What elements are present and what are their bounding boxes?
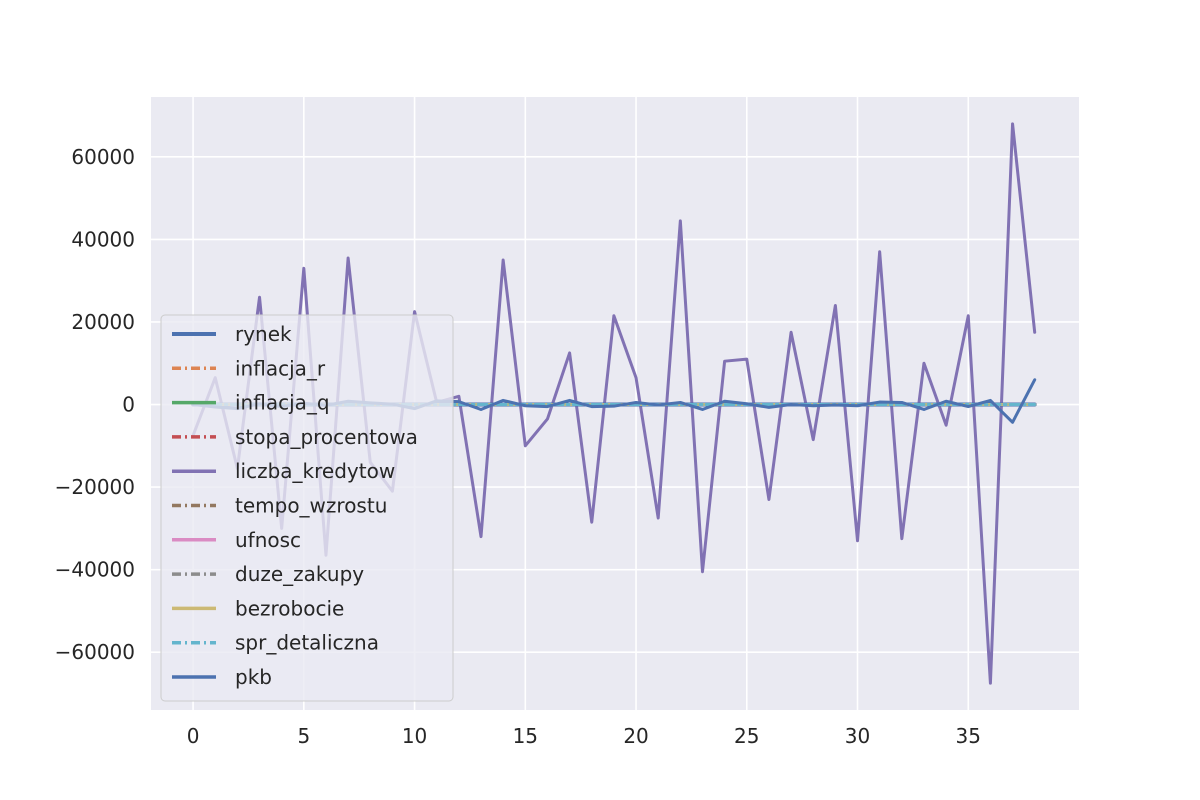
y-axis-ticks: −60000 −40000 −20000 0 20000 40000 60000 <box>55 145 135 664</box>
legend-frame <box>160 314 454 702</box>
x-tick-label: 10 <box>402 724 427 748</box>
x-tick-label: 35 <box>956 724 981 748</box>
legend-label: liczba_kredytow <box>235 459 395 483</box>
y-tick-label: −20000 <box>55 475 135 499</box>
legend-label: duze_zakupy <box>235 562 364 586</box>
x-tick-label: 20 <box>623 724 648 748</box>
y-tick-label: 60000 <box>71 145 135 169</box>
y-tick-label: 40000 <box>71 227 135 251</box>
legend-label: stopa_procentowa <box>235 425 418 449</box>
legend-label: pkb <box>235 665 272 689</box>
y-tick-label: −40000 <box>55 558 135 582</box>
legend-label: bezrobocie <box>235 596 344 620</box>
y-tick-label: 0 <box>122 393 135 417</box>
legend-label: inflacja_q <box>235 391 330 415</box>
y-tick-label: 20000 <box>71 310 135 334</box>
legend-label: tempo_wzrostu <box>235 494 387 518</box>
legend-label: rynek <box>235 322 292 346</box>
y-tick-label: −60000 <box>55 640 135 664</box>
x-tick-label: 30 <box>845 724 870 748</box>
legend-label: inflacja_r <box>235 356 326 380</box>
x-axis-ticks: 0 5 10 15 20 25 30 35 <box>187 724 981 748</box>
legend-label: spr_detaliczna <box>235 631 379 655</box>
x-tick-label: 5 <box>297 724 310 748</box>
legend-label: ufnosc <box>235 528 301 552</box>
x-tick-label: 25 <box>734 724 759 748</box>
x-tick-label: 15 <box>513 724 538 748</box>
x-tick-label: 0 <box>187 724 200 748</box>
legend: rynek inflacja_r inflacja_q stopa_procentow… <box>160 314 454 702</box>
